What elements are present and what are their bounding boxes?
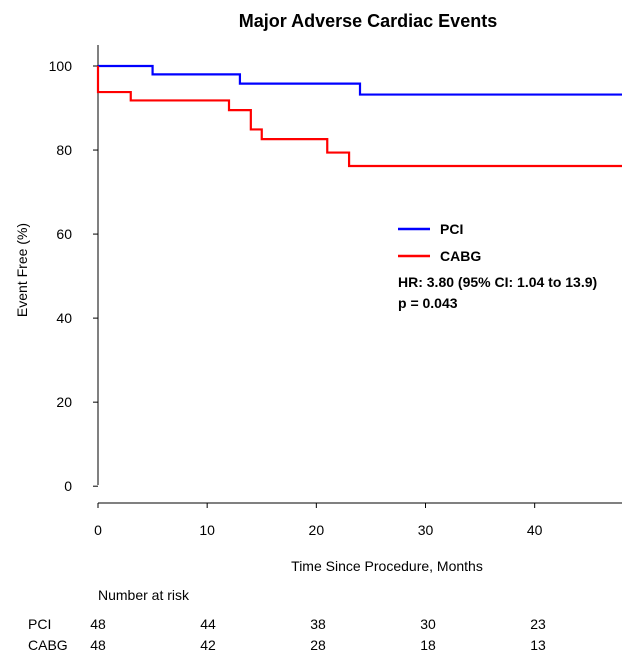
y-tick-label-0: 0: [64, 478, 72, 494]
legend-label-cabg: CABG: [440, 248, 481, 264]
hazard-ratio-annotation: HR: 3.80 (95% CI: 1.04 to 13.9): [398, 274, 597, 290]
y-tick-label-100: 100: [49, 58, 73, 74]
x-tick-label-10: 10: [199, 522, 215, 538]
risk-value-pci-2: 38: [310, 616, 326, 632]
y-tick-label-40: 40: [56, 310, 72, 326]
y-tick-label-60: 60: [56, 226, 72, 242]
number-at-risk-table: Number at risk PCI 48 44 38 30 23 CABG 48 42 28 18…: [28, 587, 546, 653]
risk-value-cabg-4: 13: [530, 637, 546, 653]
x-axis-label: Time Since Procedure, Months: [291, 558, 483, 574]
risk-row-label-pci: PCI: [28, 616, 51, 632]
series-line-pci: [98, 64, 622, 96]
risk-value-pci-1: 44: [200, 616, 216, 632]
y-tick-label-20: 20: [56, 394, 72, 410]
risk-row-label-cabg: CABG: [28, 637, 68, 653]
risk-value-cabg-3: 18: [420, 637, 436, 653]
risk-value-pci-0: 48: [90, 616, 106, 632]
risk-value-cabg-2: 28: [310, 637, 326, 653]
y-ticks: 0 20 40 60 80 100: [49, 58, 98, 494]
x-ticks: 0 10 20 30 40: [94, 503, 543, 538]
x-tick-label-40: 40: [527, 522, 543, 538]
series-line-cabg: [96, 66, 622, 168]
risk-table-header: Number at risk: [98, 587, 190, 603]
y-tick-label-80: 80: [56, 142, 72, 158]
p-value-annotation: p = 0.043: [398, 295, 458, 311]
x-tick-label-30: 30: [418, 522, 434, 538]
chart-title: Major Adverse Cardiac Events: [239, 11, 497, 31]
x-tick-label-20: 20: [309, 522, 325, 538]
risk-value-cabg-1: 42: [200, 637, 216, 653]
y-axis-label: Event Free (%): [14, 223, 30, 317]
risk-value-pci-4: 23: [530, 616, 546, 632]
series-layer: [96, 64, 622, 168]
annotations: HR: 3.80 (95% CI: 1.04 to 13.9) p = 0.04…: [398, 274, 597, 311]
legend-label-pci: PCI: [440, 221, 463, 237]
risk-value-cabg-0: 48: [90, 637, 106, 653]
x-tick-label-0: 0: [94, 522, 102, 538]
risk-value-pci-3: 30: [420, 616, 436, 632]
legend: PCI CABG: [398, 221, 481, 264]
